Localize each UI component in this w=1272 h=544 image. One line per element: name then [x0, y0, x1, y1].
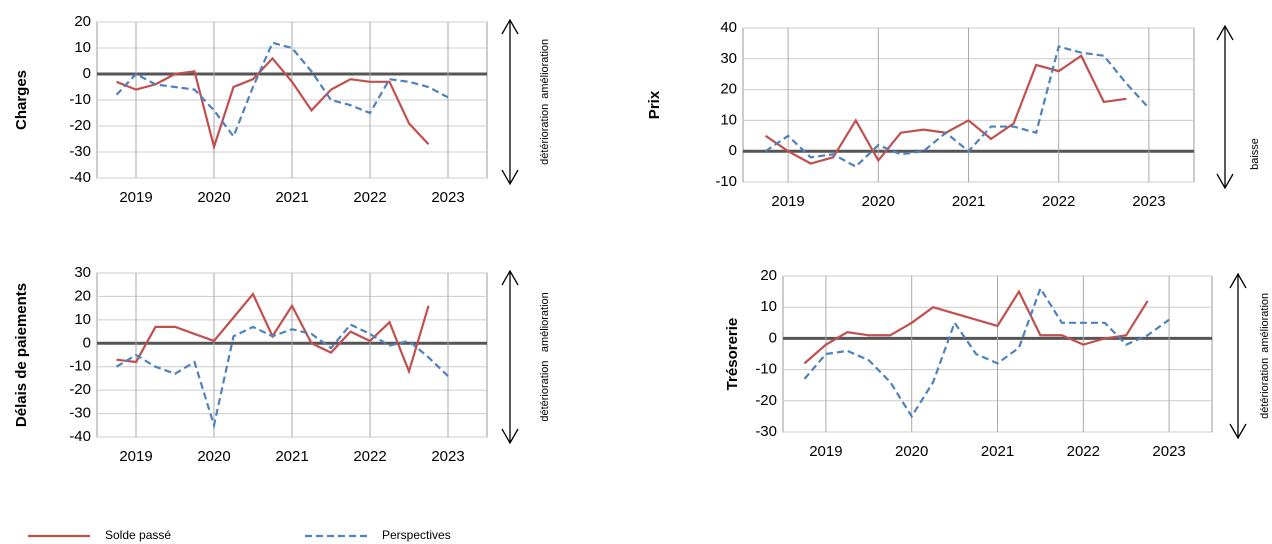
arrow-head	[501, 18, 519, 35]
x-tick-label: 2019	[119, 189, 152, 206]
y-tick-label: -10	[69, 358, 91, 375]
y-tick-label: 0	[769, 329, 777, 346]
arrow-head	[1229, 423, 1247, 440]
arrow-head	[501, 169, 519, 186]
y-tick-label: 10	[760, 298, 777, 315]
y-tick-label: -40	[69, 428, 91, 445]
legend-label: Solde passé	[105, 528, 171, 542]
y-axis-label: Trésorerie	[724, 318, 741, 391]
y-tick-label: 40	[720, 19, 737, 36]
x-tick-label: 2023	[431, 189, 464, 206]
y-tick-label: 20	[760, 267, 777, 284]
series-line	[116, 56, 430, 151]
annotation: détérioration	[1259, 358, 1271, 419]
series-line	[803, 285, 1170, 419]
y-axis-label: Charges	[13, 70, 30, 130]
series-line	[803, 289, 1149, 365]
y-tick-label: -10	[69, 91, 91, 108]
annotation: détérioration	[539, 104, 551, 165]
x-tick-label: 2020	[197, 189, 230, 206]
x-tick-label: 2020	[895, 443, 928, 460]
y-tick-label: 30	[74, 264, 91, 281]
arrow-head	[501, 269, 519, 286]
y-tick-label: -10	[715, 173, 737, 190]
series-line	[115, 41, 449, 139]
y-tick-label: -20	[755, 392, 777, 409]
annotation: baisse	[1249, 138, 1261, 170]
x-tick-label: 2022	[353, 448, 386, 465]
series-line	[764, 45, 1150, 168]
annotation: amélioration	[1259, 293, 1271, 353]
x-tick-label: 2019	[119, 448, 152, 465]
x-tick-label: 2019	[771, 193, 804, 210]
x-tick-label: 2022	[1042, 193, 1075, 210]
arrow-head	[1216, 173, 1234, 190]
series-line	[115, 323, 449, 430]
y-tick-label: 20	[74, 13, 91, 30]
y-tick-label: -20	[69, 381, 91, 398]
y-tick-label: 10	[74, 39, 91, 56]
legend-label: Perspectives	[382, 528, 451, 542]
y-tick-label: 30	[720, 50, 737, 67]
arrow-head	[1229, 272, 1247, 289]
y-tick-label: -30	[755, 423, 777, 440]
arrow-head	[1216, 24, 1234, 41]
y-tick-label: 20	[720, 81, 737, 98]
y-tick-label: -20	[69, 117, 91, 134]
y-tick-label: -40	[69, 169, 91, 186]
x-tick-label: 2019	[809, 443, 842, 460]
y-tick-label: 10	[720, 111, 737, 128]
y-tick-label: 10	[74, 311, 91, 328]
y-tick-label: 0	[83, 334, 91, 351]
y-tick-label: -30	[69, 143, 91, 160]
y-tick-label: -10	[755, 361, 777, 378]
y-tick-label: 0	[83, 65, 91, 82]
x-tick-label: 2021	[952, 193, 985, 210]
x-tick-label: 2020	[197, 448, 230, 465]
arrow-head	[501, 428, 519, 445]
y-axis-label: Délais de paiements	[13, 283, 30, 427]
x-tick-label: 2021	[275, 448, 308, 465]
y-tick-label: -30	[69, 405, 91, 422]
annotation: détérioration	[539, 361, 551, 422]
x-tick-label: 2021	[981, 443, 1014, 460]
x-tick-label: 2022	[1067, 443, 1100, 460]
x-tick-label: 2023	[1132, 193, 1165, 210]
x-tick-label: 2021	[275, 189, 308, 206]
annotation: amélioration	[539, 292, 551, 352]
annotation: amélioration	[539, 39, 551, 99]
y-tick-label: 20	[74, 287, 91, 304]
x-tick-label: 2022	[353, 189, 386, 206]
x-tick-label: 2020	[862, 193, 895, 210]
y-axis-label: Prix	[646, 90, 663, 119]
x-tick-label: 2023	[431, 448, 464, 465]
y-tick-label: 0	[729, 142, 737, 159]
x-tick-label: 2023	[1152, 443, 1185, 460]
